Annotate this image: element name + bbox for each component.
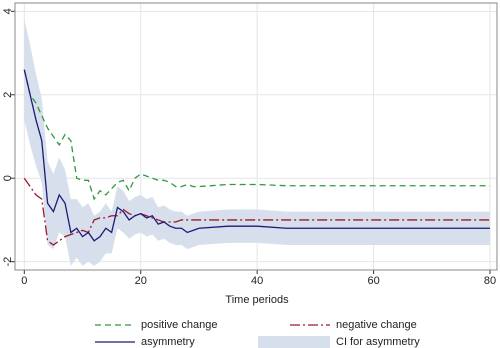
- legend-label: positive change: [141, 319, 217, 331]
- ci-band: [24, 19, 491, 266]
- x-tick-label: 0: [21, 275, 27, 287]
- legend-label: asymmetry: [141, 336, 195, 348]
- x-tick-label: 40: [251, 275, 263, 287]
- y-tick-label: 4: [2, 8, 14, 14]
- y-tick-label: -2: [2, 257, 14, 267]
- legend-swatch: [258, 336, 330, 348]
- series-line: [23, 69, 491, 242]
- y-tick-label: 2: [2, 92, 14, 98]
- y-tick-label: 0: [2, 175, 14, 181]
- x-tick-label: 60: [367, 275, 379, 287]
- plot-border: [14, 2, 498, 271]
- x-tick-label: 80: [484, 275, 496, 287]
- x-tick-label: 20: [135, 275, 147, 287]
- legend-label: negative change: [336, 319, 417, 331]
- series-line: [23, 69, 491, 201]
- x-axis-label: Time periods: [225, 294, 289, 306]
- legend-label: CI for asymmetry: [336, 336, 420, 348]
